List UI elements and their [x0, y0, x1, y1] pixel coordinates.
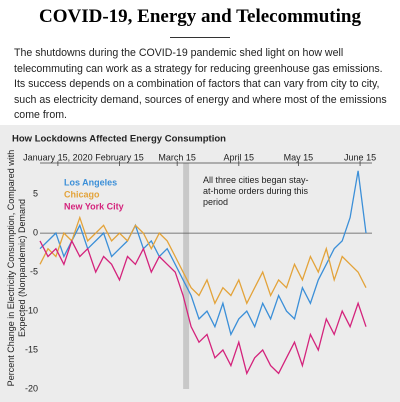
intro-text: The shutdowns during the COVID-19 pandem…	[14, 47, 387, 121]
x-tick-label: April 15	[224, 152, 255, 162]
y-tick-label: -10	[25, 305, 38, 315]
title-rule	[170, 37, 230, 38]
series-line	[39, 215, 367, 305]
y-tick-label: 5	[33, 189, 38, 199]
legend-label: New York City	[64, 201, 124, 211]
x-tick-label: June 15	[344, 152, 376, 162]
y-tick-label: -15	[25, 344, 38, 354]
page-title: COVID-19, Energy and Telecommuting	[39, 6, 361, 27]
series-line	[39, 239, 367, 376]
shaded-period	[183, 163, 190, 389]
x-tick-label: January 15, 2020	[23, 152, 93, 162]
chart-panel	[0, 125, 400, 402]
legend-label: Chicago	[64, 189, 100, 199]
y-tick-label: 0	[33, 228, 38, 238]
series-line	[39, 170, 367, 337]
y-tick-label: -20	[25, 383, 38, 393]
legend-label: Los Angeles	[64, 177, 117, 187]
x-tick-label: May 15	[284, 152, 314, 162]
annotation: All three cities began stay-at-home orde…	[203, 175, 309, 207]
chart-title: How Lockdowns Affected Energy Consumptio…	[12, 134, 226, 145]
y-tick-label: -5	[30, 266, 38, 276]
y-axis-label: Percent Change in Electricity Consumptio…	[6, 149, 27, 387]
x-tick-label: February 15	[95, 152, 144, 162]
x-tick-label: March 15	[158, 152, 196, 162]
